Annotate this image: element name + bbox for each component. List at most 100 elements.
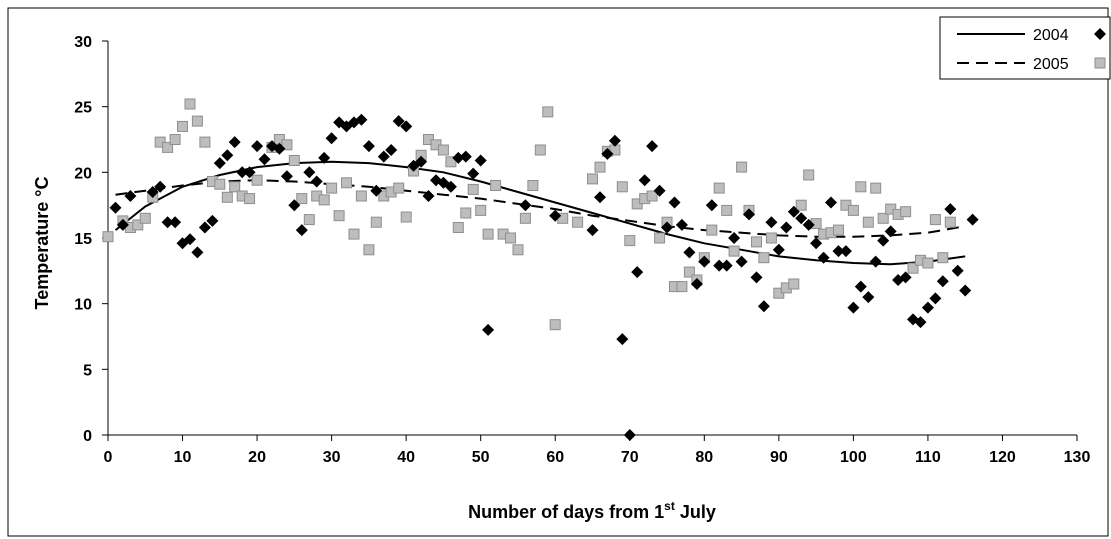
point-2004-33 [370, 184, 383, 197]
point-2005-24 [296, 193, 308, 205]
point-2005-4 [139, 212, 151, 224]
point-2005-57 [542, 106, 554, 118]
point-2005-47 [467, 183, 479, 195]
point-2005-25 [303, 214, 315, 226]
point-2005-34 [370, 216, 382, 228]
point-2005-22 [281, 139, 293, 151]
x-tick-label-2: 20 [248, 449, 266, 466]
y-tick-label-4: 20 [74, 165, 92, 182]
point-2004-73 [750, 271, 763, 284]
point-2004-53 [601, 147, 614, 160]
point-2004-46 [467, 167, 480, 180]
point-2004-0 [109, 201, 122, 214]
point-2004-48 [482, 323, 495, 336]
point-2004-14 [228, 136, 241, 149]
point-2004-98 [936, 275, 949, 288]
point-2004-25 [310, 175, 323, 188]
point-2005-32 [355, 190, 367, 202]
point-2004-96 [921, 301, 934, 314]
point-2005-107 [929, 214, 941, 226]
legend: 2004 2005 [939, 16, 1111, 80]
point-2004-47 [474, 154, 487, 167]
point-2004-69 [720, 259, 733, 272]
point-2005-90 [803, 169, 815, 181]
legend-marker-2005 [1094, 57, 1106, 69]
x-tick-label-10: 100 [840, 449, 867, 466]
point-2005-12 [199, 136, 211, 148]
point-2005-28 [326, 182, 338, 194]
point-2004-88 [862, 291, 875, 304]
x-tick-label-8: 80 [695, 449, 713, 466]
legend-box [939, 16, 1111, 80]
x-tick-label-11: 110 [915, 449, 941, 466]
point-2005-100 [877, 212, 889, 224]
point-2004-22 [288, 199, 301, 212]
point-2004-66 [698, 255, 711, 268]
point-2004-34 [377, 150, 390, 163]
y-tick-label-2: 10 [74, 297, 92, 314]
point-2005-81 [736, 161, 748, 173]
point-2005-15 [221, 191, 233, 203]
point-2005-11 [191, 115, 203, 127]
point-2004-37 [400, 120, 413, 133]
point-2004-15 [236, 166, 249, 179]
legend-label-2005: 2005 [1033, 56, 1069, 73]
point-2004-50 [549, 209, 562, 222]
point-2005-45 [452, 222, 464, 233]
point-2005-84 [758, 252, 770, 264]
point-2004-101 [959, 284, 972, 297]
x-tick-label-3: 30 [323, 449, 341, 466]
point-2005-69 [646, 190, 658, 202]
point-2004-11 [206, 214, 219, 227]
point-2004-1 [116, 218, 129, 231]
point-2004-2 [124, 190, 137, 202]
point-2005-89 [795, 199, 807, 211]
point-2005-37 [393, 182, 405, 194]
legend-marker-2004 [1094, 28, 1106, 40]
point-2004-59 [646, 140, 659, 153]
x-axis-title-suffix: July [675, 502, 716, 522]
point-2004-49 [519, 199, 532, 212]
point-2004-61 [661, 221, 673, 234]
point-2005-50 [490, 180, 502, 191]
point-2004-67 [705, 199, 718, 212]
point-2005-10 [184, 98, 196, 110]
x-tick-label-9: 90 [770, 449, 788, 466]
point-2005-14 [214, 178, 226, 190]
point-2004-93 [899, 271, 912, 284]
point-2004-72 [743, 208, 755, 221]
point-2005-33 [363, 244, 375, 256]
point-2005-52 [505, 232, 516, 244]
point-2004-31 [355, 113, 368, 126]
point-2004-91 [884, 225, 897, 238]
point-2005-78 [713, 182, 725, 194]
point-2005-43 [437, 144, 449, 156]
y-tick-label-1: 5 [83, 362, 92, 379]
x-ticks: 0 10 20 30 40 50 60 70 80 90 100 110 120 130 [104, 435, 1090, 466]
point-2005-103 [900, 206, 912, 218]
point-2005-9 [177, 120, 188, 132]
point-2005-19 [251, 174, 263, 186]
point-2004-10 [198, 221, 211, 234]
point-2004-78 [787, 205, 800, 218]
point-2004-74 [757, 300, 770, 313]
point-2004-70 [728, 232, 741, 244]
point-2005-0 [102, 231, 114, 243]
point-2005-65 [616, 181, 628, 193]
point-2004-100 [951, 264, 964, 277]
x-tick-label-4: 40 [397, 449, 415, 466]
point-2004-97 [929, 292, 942, 305]
point-2005-56 [534, 144, 546, 156]
point-2005-46 [460, 207, 472, 219]
point-2005-7 [162, 141, 174, 153]
legend-label-2004: 2004 [1033, 27, 1069, 44]
point-2004-4 [154, 180, 167, 193]
point-2004-75 [765, 216, 778, 229]
y-ticks: 0 5 10 15 20 25 30 [74, 34, 108, 445]
point-2005-70 [654, 232, 666, 244]
point-2004-81 [810, 237, 823, 250]
point-2005-88 [788, 278, 800, 290]
point-2004-45 [459, 150, 472, 163]
x-axis-title-superscript: st [664, 499, 675, 513]
